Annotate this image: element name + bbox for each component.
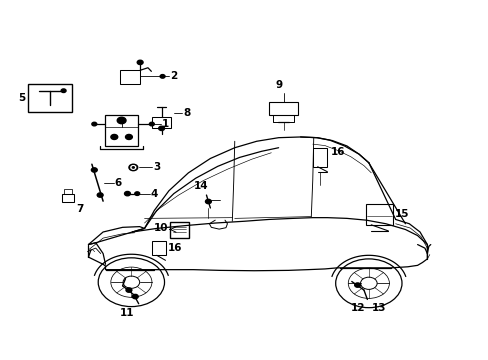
Bar (170, 222, 188, 238)
Circle shape (137, 60, 143, 64)
Circle shape (158, 126, 164, 131)
Bar (312, 148, 327, 167)
Circle shape (135, 192, 140, 195)
Bar (27, 84, 72, 112)
Text: 4: 4 (151, 189, 158, 199)
Circle shape (129, 164, 138, 171)
Text: 9: 9 (275, 80, 282, 90)
Text: 5: 5 (18, 93, 25, 103)
Text: 3: 3 (153, 162, 160, 172)
Bar (152, 241, 165, 255)
Text: 11: 11 (120, 308, 135, 318)
Circle shape (124, 192, 130, 196)
Circle shape (92, 122, 97, 126)
Circle shape (117, 117, 126, 124)
Circle shape (149, 122, 154, 126)
Text: 13: 13 (371, 303, 386, 313)
Text: 10: 10 (154, 223, 168, 233)
Circle shape (160, 75, 164, 78)
Circle shape (61, 89, 66, 93)
Circle shape (126, 288, 132, 292)
Bar (268, 102, 298, 116)
Text: 12: 12 (350, 303, 364, 313)
Bar (152, 117, 171, 129)
Text: 15: 15 (394, 209, 408, 219)
Text: 2: 2 (170, 71, 177, 81)
Bar (120, 70, 140, 84)
Text: 16: 16 (330, 147, 344, 157)
Circle shape (205, 199, 211, 204)
Bar (64, 189, 72, 194)
Circle shape (97, 193, 103, 197)
Circle shape (111, 134, 118, 139)
Bar (62, 194, 74, 202)
Bar (105, 115, 138, 146)
Text: 1: 1 (162, 119, 169, 129)
Bar (366, 204, 392, 225)
Circle shape (132, 294, 138, 299)
Text: 8: 8 (183, 108, 190, 118)
Text: 7: 7 (76, 204, 83, 214)
Circle shape (131, 166, 136, 169)
Circle shape (132, 167, 134, 168)
Text: 14: 14 (194, 181, 208, 191)
Text: 6: 6 (115, 178, 122, 188)
Text: 16: 16 (167, 243, 182, 253)
Circle shape (91, 168, 97, 172)
Circle shape (125, 134, 132, 139)
Circle shape (354, 283, 360, 287)
